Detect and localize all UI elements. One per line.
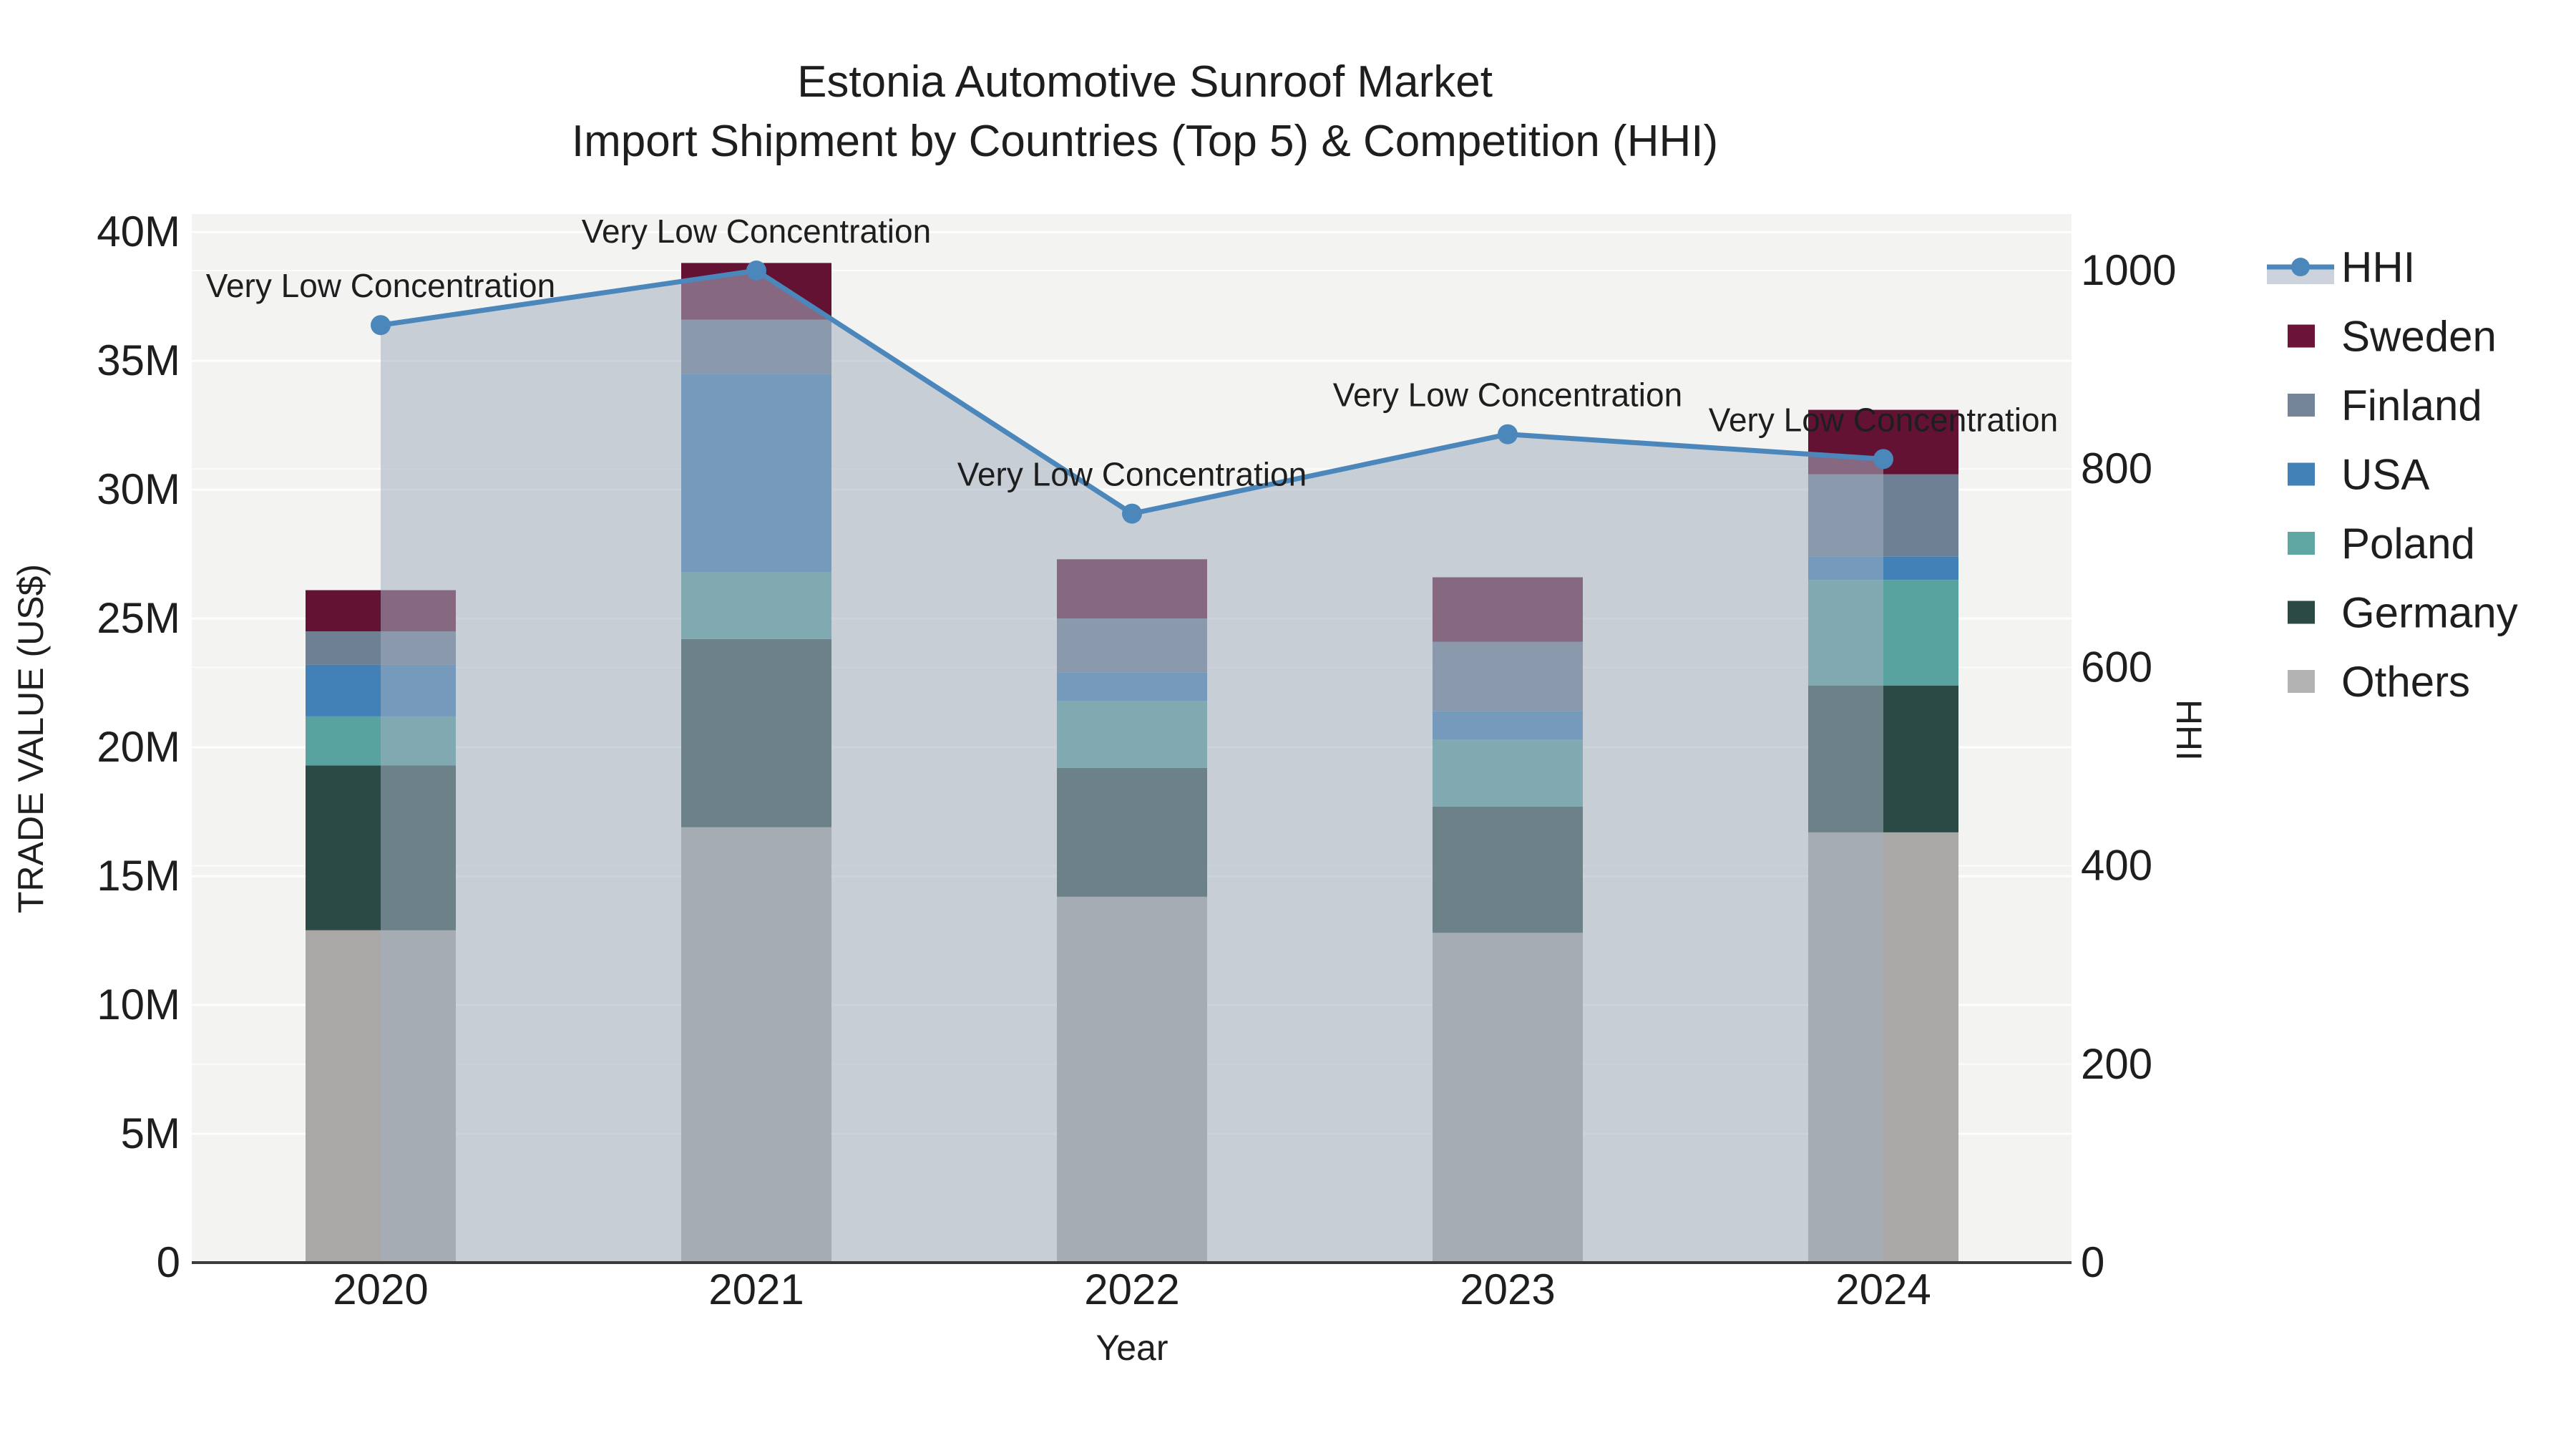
legend: HHI Sweden Finland USA Poland Germany Others — [2267, 243, 2518, 706]
legend-item-germany[interactable]: Germany — [2288, 589, 2518, 637]
annotation-2020: Very Low Concentration — [206, 267, 555, 304]
legend-swatch-others — [2288, 670, 2315, 693]
annotation-2023: Very Low Concentration — [1333, 376, 1682, 414]
legend-item-hhi[interactable]: HHI — [2267, 243, 2415, 291]
legend-label-hhi: HHI — [2341, 243, 2415, 291]
left-tick-40M: 40M — [97, 208, 180, 256]
legend-swatch-poland — [2288, 532, 2315, 555]
legend-swatch-germany — [2288, 601, 2315, 624]
left-tick-15M: 15M — [97, 852, 180, 900]
hhi-marker-2021[interactable] — [746, 261, 766, 281]
legend-label-germany: Germany — [2341, 589, 2518, 637]
left-axis-title: TRADE VALUE (US$) — [11, 564, 51, 913]
left-tick-5M: 5M — [121, 1109, 180, 1157]
chart-title-line1: Estonia Automotive Sunroof Market — [797, 57, 1493, 107]
legend-label-others: Others — [2341, 658, 2470, 706]
left-tick-0: 0 — [157, 1238, 180, 1286]
x-tick-2022: 2022 — [1084, 1265, 1179, 1313]
left-tick-10M: 10M — [97, 981, 180, 1029]
legend-item-finland[interactable]: Finland — [2288, 382, 2482, 429]
right-tick-400: 400 — [2081, 842, 2152, 890]
legend-label-usa: USA — [2341, 451, 2429, 499]
x-tick-2020: 2020 — [333, 1265, 428, 1313]
x-tick-2023: 2023 — [1460, 1265, 1555, 1313]
legend-swatch-sweden — [2288, 324, 2315, 348]
legend-label-finland: Finland — [2341, 382, 2482, 429]
right-axis-title: HHI — [2169, 699, 2209, 761]
legend-item-sweden[interactable]: Sweden — [2288, 313, 2497, 361]
hhi-area-fill — [381, 271, 1883, 1263]
hhi-marker-2022[interactable] — [1122, 503, 1142, 524]
hhi-marker-2024[interactable] — [1873, 449, 1893, 470]
legend-item-others[interactable]: Others — [2288, 658, 2470, 706]
legend-label-poland: Poland — [2341, 520, 2475, 568]
annotation-2021: Very Low Concentration — [582, 213, 931, 250]
right-tick-0: 0 — [2081, 1238, 2104, 1286]
legend-label-sweden: Sweden — [2341, 313, 2497, 361]
right-tick-800: 800 — [2081, 444, 2152, 492]
annotation-2022: Very Low Concentration — [957, 456, 1307, 493]
legend-hhi-marker — [2291, 258, 2310, 276]
right-tick-200: 200 — [2081, 1040, 2152, 1088]
x-tick-2024: 2024 — [1835, 1265, 1931, 1313]
x-axis-title: Year — [1096, 1328, 1168, 1368]
left-tick-20M: 20M — [97, 723, 180, 771]
legend-swatch-usa — [2288, 462, 2315, 486]
left-tick-35M: 35M — [97, 336, 180, 384]
legend-item-usa[interactable]: USA — [2288, 451, 2429, 499]
hhi-marker-2023[interactable] — [1498, 424, 1518, 444]
legend-item-poland[interactable]: Poland — [2288, 520, 2475, 568]
right-tick-1000: 1000 — [2081, 246, 2176, 294]
x-tick-2021: 2021 — [708, 1265, 804, 1313]
left-tick-30M: 30M — [97, 465, 180, 513]
legend-swatch-finland — [2288, 394, 2315, 417]
chart-title-line2: Import Shipment by Countries (Top 5) & C… — [572, 117, 1718, 166]
right-tick-600: 600 — [2081, 643, 2152, 691]
hhi-marker-2020[interactable] — [371, 315, 391, 336]
annotation-2024: Very Low Concentration — [1709, 401, 2058, 438]
left-tick-25M: 25M — [97, 594, 180, 642]
